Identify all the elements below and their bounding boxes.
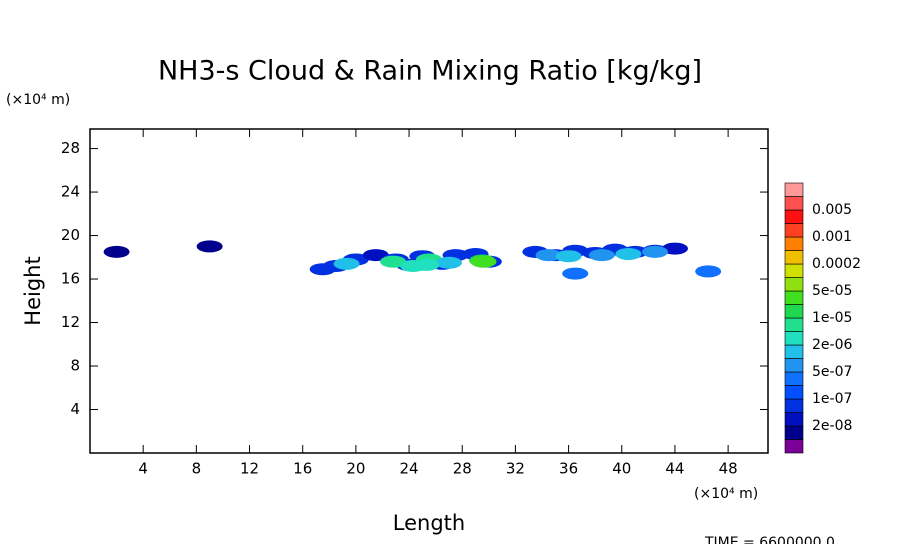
colorbar-box: [784, 304, 804, 319]
colorbar-label: 0.001: [812, 229, 852, 245]
colorbar-label: 2e-08: [812, 418, 852, 434]
colorbar-box: [784, 317, 804, 332]
field-patch: [562, 267, 589, 280]
x-tick-label: 4: [138, 460, 148, 478]
x-tick-label: 16: [293, 460, 312, 478]
colorbar-box: [784, 385, 804, 400]
field-patch: [555, 250, 582, 263]
y-tick-label: 20: [61, 226, 80, 244]
y-axis-label: Height: [21, 256, 45, 325]
colorbar-box: [784, 439, 804, 454]
colorbar-label: 2e-06: [812, 337, 852, 353]
field-patch: [435, 256, 462, 269]
colorbar-label: 0.0002: [812, 256, 861, 272]
footer: TIME = 6600000.0: [704, 535, 835, 544]
y-tick-label: 24: [61, 183, 80, 201]
x-tick-label: 28: [453, 460, 472, 478]
colorbar-box: [784, 250, 804, 265]
colorbar-box: [784, 236, 804, 251]
colorbar-box: [784, 277, 804, 292]
colorbar-label: 1e-07: [812, 391, 852, 407]
colorbar-box: [784, 398, 804, 413]
x-tick-label: 8: [192, 460, 202, 478]
field-patch: [413, 258, 440, 271]
colorbar-box: [784, 425, 804, 440]
colorbar-box: [784, 209, 804, 224]
colorbar-label: 0.005: [812, 202, 852, 218]
field-patch: [380, 255, 407, 268]
y-tick-label: 28: [61, 139, 80, 157]
y-tick-label: 4: [70, 400, 80, 418]
field-patch: [103, 245, 130, 258]
field-patch: [470, 255, 497, 268]
x-tick-label: 24: [400, 460, 419, 478]
y-unit: (×10⁴ m): [6, 92, 70, 108]
x-axis-label: Length: [393, 511, 465, 535]
y-tick-label: 12: [61, 313, 80, 331]
colorbar-box: [784, 358, 804, 373]
plot-frame: [89, 128, 769, 454]
y-tick-label: 16: [61, 270, 80, 288]
chart-title: NH3-s Cloud & Rain Mixing Ratio [kg/kg]: [158, 56, 702, 87]
field-patch: [695, 265, 722, 278]
field-patch: [535, 249, 562, 262]
y-tick-label: 8: [70, 357, 80, 375]
colorbar-box: [784, 196, 804, 211]
x-tick-label: 32: [506, 460, 525, 478]
colorbar-box: [784, 290, 804, 305]
x-tick-label: 36: [559, 460, 578, 478]
x-tick-label: 48: [719, 460, 738, 478]
field-patch: [362, 249, 389, 262]
x-tick-label: 20: [346, 460, 365, 478]
x-unit: (×10⁴ m): [694, 486, 758, 502]
field-patch: [196, 240, 223, 253]
field-patch: [615, 248, 642, 261]
colorbar-box: [784, 371, 804, 386]
field-patch: [642, 245, 668, 258]
colorbar-label: 5e-05: [812, 283, 852, 299]
colorbar-box: [784, 223, 804, 238]
colorbar-box: [784, 344, 804, 359]
colorbar-box: [784, 182, 804, 197]
x-tick-label: 44: [665, 460, 684, 478]
field-patch: [661, 242, 688, 255]
colorbar-box: [784, 412, 804, 427]
field-patch: [333, 257, 360, 270]
colorbar-label: 5e-07: [812, 364, 852, 380]
field-patch: [588, 249, 615, 262]
x-tick-label: 12: [240, 460, 259, 478]
colorbar-box: [784, 263, 804, 278]
colorbar-box: [784, 331, 804, 346]
colorbar-label: 1e-05: [812, 310, 852, 326]
x-tick-label: 40: [612, 460, 631, 478]
